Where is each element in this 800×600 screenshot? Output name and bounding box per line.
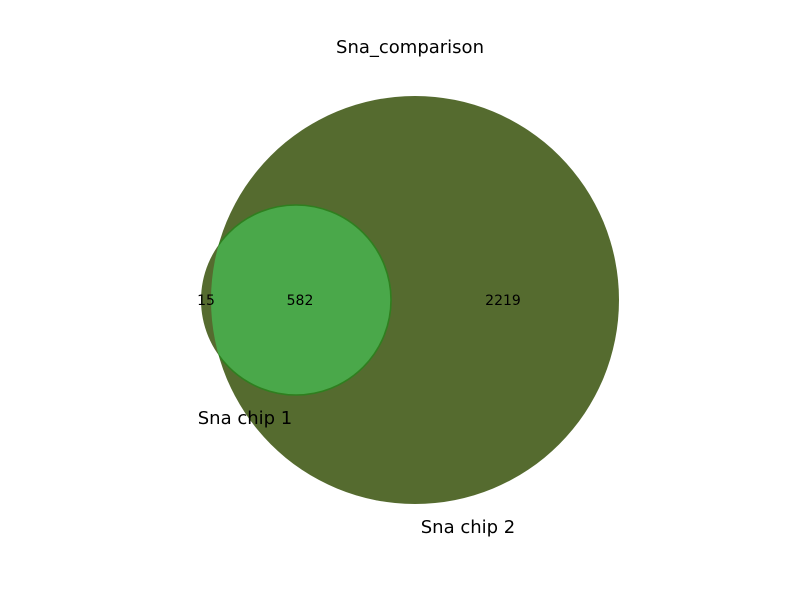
region-count-both: 582 <box>287 293 314 309</box>
set-circle-sna-chip-1-edge <box>211 204 392 396</box>
set-label-sna-chip-2: Sna chip 2 <box>421 517 516 538</box>
set-circle-sna-chip-2 <box>211 96 619 504</box>
region-count-only-chip-1: 15 <box>197 293 215 309</box>
set-circle-sna-chip-1 <box>211 205 391 395</box>
diagram-title: Sna_comparison <box>336 37 484 58</box>
region-count-only-chip-2: 2219 <box>485 293 521 309</box>
set-label-sna-chip-1: Sna chip 1 <box>198 408 293 429</box>
